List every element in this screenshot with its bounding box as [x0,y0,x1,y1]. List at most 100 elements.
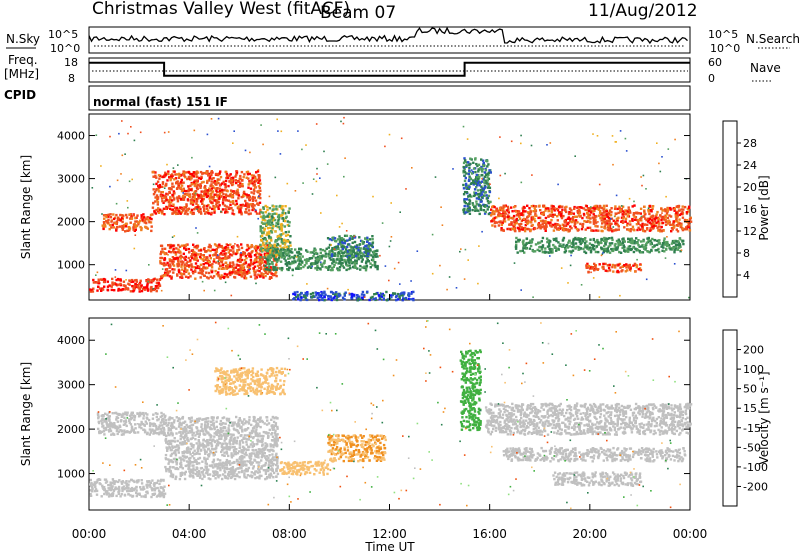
data-cell [362,241,365,244]
data-cell [336,247,340,251]
data-cell [217,205,220,209]
data-cell [244,277,248,280]
data-cell [379,294,382,297]
data-cell [280,268,283,272]
data-cell [538,216,542,219]
data-cell [266,208,269,212]
data-cell [183,265,186,268]
data-cell [232,268,235,272]
data-cell [375,292,378,295]
data-cell [612,219,615,222]
data-cell [323,294,326,297]
data-cell [657,220,660,224]
data-cell [227,194,230,198]
speckle-cell [441,224,444,226]
speckle-cell [557,183,559,186]
data-cell [621,241,625,245]
data-cell [583,238,586,241]
data-cell [103,217,106,220]
data-cell [591,246,595,249]
data-cell [669,248,672,251]
data-cell [493,205,496,209]
data-cell [584,251,588,255]
data-cell [517,227,520,230]
data-cell [121,220,124,224]
data-cell [173,206,177,210]
data-cell [193,253,196,256]
data-cell [651,216,654,219]
data-cell [561,245,564,248]
data-cell [123,488,126,491]
speckle-cell [320,212,322,214]
data-cell [237,268,240,272]
data-cell [600,219,603,222]
data-cell [194,190,198,193]
data-cell [593,262,596,266]
data-cell [171,268,174,271]
data-cell [280,250,283,253]
data-cell [309,251,312,254]
data-cell [240,195,243,199]
data-cell [324,266,327,269]
data-cell [125,483,128,486]
speckle-cell [462,125,465,128]
data-cell [618,250,621,254]
data-cell [573,224,576,228]
data-cell [159,185,163,188]
data-cell [171,244,175,247]
data-cell [501,221,504,224]
data-cell [635,249,638,252]
data-cell [271,249,275,252]
data-cell [474,205,477,208]
data-cell [400,292,403,295]
data-cell [140,228,143,232]
data-cell [246,196,249,199]
data-cell [134,282,137,286]
data-cell [130,478,133,482]
data-cell [355,254,358,258]
frequency-trace [89,61,690,77]
data-cell [330,254,334,258]
data-cell [258,258,262,261]
data-cell [672,223,675,226]
data-cell [189,188,192,191]
data-cell [262,231,265,234]
data-cell [161,487,165,490]
data-cell [254,199,258,202]
data-cell [580,206,583,209]
speckle-cell [194,192,197,195]
data-cell [468,166,471,170]
data-cell [556,219,559,222]
data-cell [235,202,239,205]
data-cell [666,243,669,246]
data-cell [269,223,272,226]
data-cell [206,194,210,198]
data-cell [284,249,287,253]
data-cell [176,200,180,203]
data-cell [480,180,484,183]
data-cell [492,212,495,216]
data-cell [247,186,250,189]
data-cell [650,222,654,226]
data-cell [376,255,379,258]
data-cell [608,269,612,272]
data-cell [273,243,276,246]
data-cell [480,196,484,199]
data-cell [247,269,250,272]
data-cell [538,241,542,244]
speckle-cell [232,142,234,144]
data-cell [283,257,286,260]
data-cell [100,289,103,292]
data-cell [252,192,256,195]
data-cell [668,246,671,250]
data-cell [183,257,186,260]
data-cell [520,213,523,216]
data-cell [618,240,622,243]
range-tick-label: 2000 [57,216,85,229]
data-cell [159,275,163,278]
data-cell [240,170,244,174]
data-cell [261,237,265,241]
data-cell [342,241,345,244]
data-cell [123,493,127,497]
data-cell [121,216,124,220]
